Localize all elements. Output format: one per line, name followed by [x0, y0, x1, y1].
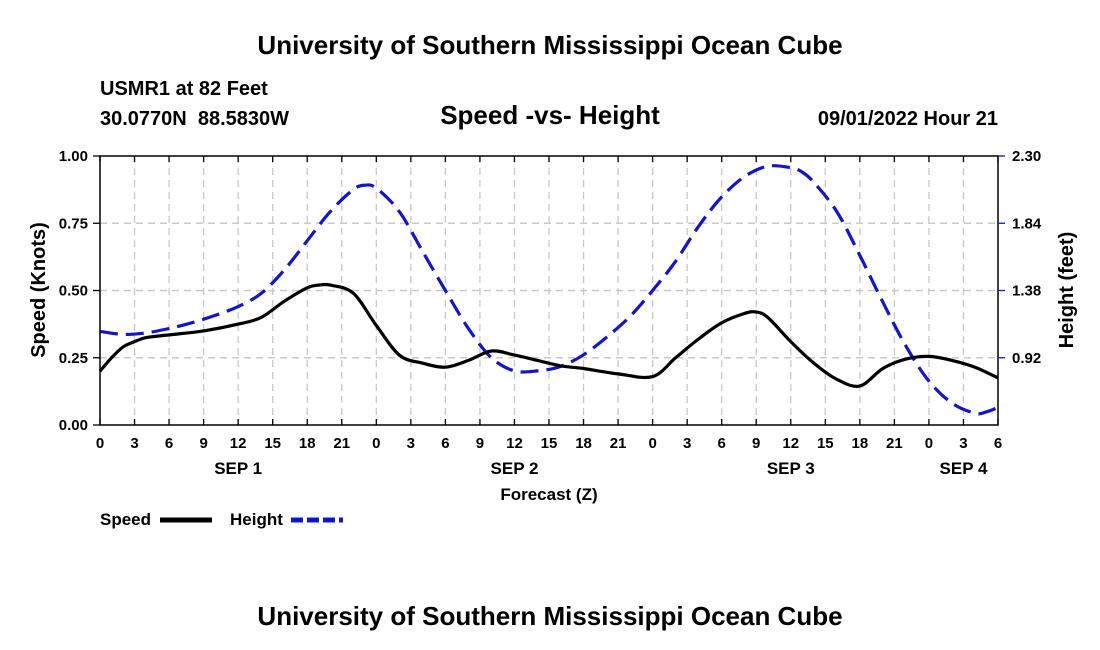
axes: 0 3 6 9 12 15 18 21 0 3 6 9 12 15 18 21 0 3 6 9 12 15 18 21 0 3 6 0…: [59, 148, 1042, 478]
x-tick-label: 0: [96, 435, 104, 452]
day-label: SEP 2: [491, 459, 539, 478]
x-tick-label: 6: [441, 435, 449, 452]
legend: Speed Height: [100, 510, 343, 529]
x-tick-label: 6: [165, 435, 173, 452]
x-tick-label: 21: [886, 435, 903, 452]
y-tick-label: 0.25: [59, 350, 88, 367]
y-tick-label: 1.00: [59, 148, 88, 165]
x-tick-label: 0: [372, 435, 380, 452]
day-label: SEP 1: [214, 459, 262, 478]
chart-subtitle: Speed -vs- Height: [440, 100, 660, 130]
x-tick-label: 6: [718, 435, 726, 452]
legend-label-speed: Speed: [100, 510, 151, 529]
x-tick-label: 3: [130, 435, 138, 452]
y-axis-label-speed: Speed (Knots): [28, 222, 50, 358]
x-tick-label: 18: [299, 435, 316, 452]
x-tick-label: 0: [648, 435, 656, 452]
y2-tick-label: 1.84: [1012, 215, 1042, 232]
series-line-speed: [98, 282, 999, 388]
x-tick-label: 6: [994, 435, 1002, 452]
x-tick-label: 3: [407, 435, 415, 452]
x-tick-label: 12: [506, 435, 523, 452]
x-tick-label: 12: [230, 435, 247, 452]
day-label: SEP 3: [767, 459, 815, 478]
x-tick-label: 3: [959, 435, 967, 452]
x-tick-label: 15: [817, 435, 834, 452]
x-tick-label: 9: [199, 435, 207, 452]
x-tick-label: 15: [264, 435, 281, 452]
x-tick-label: 15: [541, 435, 558, 452]
x-tick-label: 3: [683, 435, 691, 452]
y-axis-label-height: Height (feet): [1056, 232, 1078, 349]
x-tick-label: 9: [476, 435, 484, 452]
series-lines: [98, 164, 999, 416]
x-tick-label: 21: [610, 435, 627, 452]
chart-main-title: University of Southern Mississippi Ocean…: [257, 30, 842, 60]
y2-tick-label: 0.92: [1012, 350, 1041, 367]
station-label: USMR1 at 82 Feet: [100, 78, 268, 100]
x-tick-label: 18: [575, 435, 592, 452]
legend-label-height: Height: [230, 510, 283, 529]
y2-tick-label: 2.30: [1012, 148, 1041, 165]
day-label: SEP 4: [940, 459, 988, 478]
footer-title: University of Southern Mississippi Ocean…: [257, 601, 842, 631]
x-tick-label: 9: [752, 435, 760, 452]
y-tick-label: 0.00: [59, 417, 88, 434]
x-tick-label: 12: [782, 435, 799, 452]
station-coords: 30.0770N 88.5830W: [100, 108, 289, 130]
y-tick-label: 0.50: [59, 283, 88, 300]
y-tick-label: 0.75: [59, 215, 88, 232]
forecast-datetime: 09/01/2022 Hour 21: [818, 108, 998, 130]
x-tick-label: 0: [925, 435, 933, 452]
y2-tick-label: 1.38: [1012, 283, 1041, 300]
x-tick-label: 21: [333, 435, 350, 452]
x-axis-label: Forecast (Z): [500, 485, 597, 504]
x-tick-label: 18: [852, 435, 869, 452]
